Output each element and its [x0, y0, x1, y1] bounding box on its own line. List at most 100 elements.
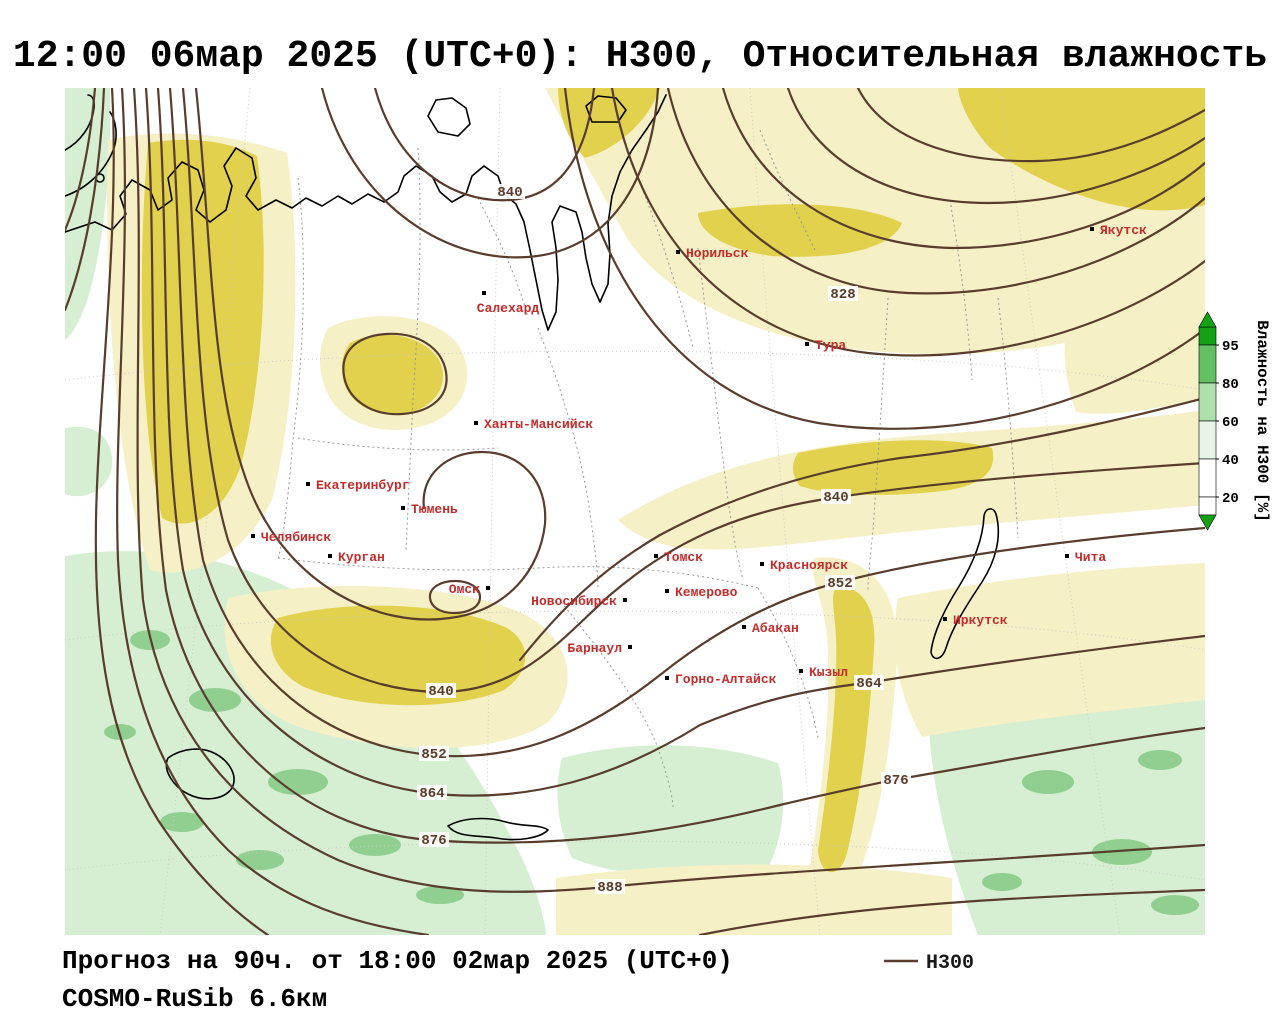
- humidity-speck-green: [1151, 895, 1199, 915]
- contour-label-chip: [825, 575, 855, 590]
- city-label: Кызыл: [809, 665, 848, 680]
- region-border: [405, 147, 421, 551]
- humidity-shading-bright-yellow: [141, 88, 1205, 873]
- contour-label-value: 864: [856, 676, 881, 692]
- city-dot: [1090, 227, 1094, 231]
- colorbar-tick-label: 95: [1222, 339, 1239, 355]
- humidity-speck-green: [189, 688, 241, 712]
- contour-label-chip: [417, 785, 447, 800]
- contour-label-value: 840: [428, 684, 453, 700]
- contour-label-chip: [495, 184, 525, 199]
- city-label: Барнаул: [567, 641, 622, 656]
- city-marker: Тюмень: [401, 502, 458, 517]
- city-dot: [943, 617, 947, 621]
- city-marker: Иркутск: [943, 613, 1008, 628]
- page-title: 12:00 06мар 2025 (UTC+0): H300, Относите…: [13, 35, 1267, 78]
- city-dot: [482, 291, 486, 295]
- humidity-shading-mid-green: [104, 455, 1199, 915]
- city-label: Тюмень: [411, 502, 458, 517]
- city-label: Курган: [338, 550, 385, 565]
- contour-label-chip: [821, 489, 851, 504]
- h300-contour-line: [94, 88, 270, 935]
- contour-label-chip: [595, 879, 625, 894]
- humidity-region-green: [928, 681, 1205, 935]
- contour-label-value: 888: [597, 880, 622, 896]
- colorbar-segment: [1198, 420, 1217, 460]
- h300-contour-line: [144, 88, 1205, 844]
- h300-contour-line: [610, 88, 1205, 357]
- humidity-speck-green: [982, 873, 1022, 891]
- humidity-speck-green: [236, 850, 284, 870]
- contour-label: 852: [825, 575, 855, 592]
- island-outline: [427, 97, 471, 137]
- colorbar-tick-label: 60: [1222, 415, 1239, 431]
- h300-contour-line: [563, 88, 1205, 430]
- city-marker: Тура: [805, 338, 846, 353]
- region-border: [997, 297, 1019, 539]
- colorbar-segment: [1198, 344, 1217, 384]
- map-area: 840 828 840 852 840 852 864 876 864 876 888 Нориль…: [65, 88, 1205, 935]
- city-marker: Норильск: [676, 246, 749, 261]
- city-label: Абакан: [752, 621, 799, 636]
- city-marker: Екатеринбург: [306, 478, 410, 493]
- h300-contour-line: [65, 88, 97, 232]
- city-marker: Кемерово: [665, 585, 738, 600]
- colorbar-title: Влажность на H300 [%]: [1253, 320, 1271, 522]
- city-dot: [1065, 554, 1069, 558]
- city-marker: Красноярск: [760, 558, 848, 573]
- contour-labels-layer: 840 828 840 852 840 852 864 876 864 876 888: [417, 184, 911, 896]
- contour-label-chip: [419, 746, 449, 761]
- h300-contour-line: [156, 88, 1205, 797]
- city-label: Челябинск: [261, 530, 331, 545]
- contour-label: 876: [881, 772, 911, 789]
- humidity-core-yellow: [342, 334, 443, 415]
- arctic-coastline: [65, 94, 667, 331]
- contour-label: 876: [419, 832, 449, 849]
- h300-contour-line: [132, 88, 1205, 893]
- city-dot: [665, 589, 669, 593]
- h300-contour-closed: [428, 579, 482, 615]
- humidity-speck-green: [1092, 839, 1152, 865]
- city-marker: Омск: [449, 582, 490, 597]
- city-dot: [486, 586, 490, 590]
- region-border: [277, 557, 759, 589]
- humidity-speck-green: [416, 886, 464, 904]
- h300-contour-line: [721, 88, 1205, 250]
- city-label: Кемерово: [675, 585, 738, 600]
- city-marker: Томск: [654, 550, 703, 565]
- footer: Прогноз на 90ч. от 18:00 02мар 2025 (UTC…: [62, 946, 974, 1014]
- city-label: Ханты-Мансийск: [484, 417, 593, 432]
- humidity-core-yellow: [793, 440, 994, 495]
- city-marker: Чита: [1065, 550, 1106, 565]
- city-dot: [328, 554, 332, 558]
- contour-label-chip: [881, 772, 911, 787]
- model-info-text: COSMO-RuSib 6.6км: [62, 984, 327, 1014]
- contour-label: 864: [417, 785, 447, 802]
- contour-label-chip: [419, 832, 449, 847]
- h300-contour-line: [181, 88, 1205, 694]
- city-label: Новосибирск: [531, 594, 617, 609]
- city-label: Омск: [449, 582, 480, 597]
- city-marker: Барнаул: [567, 641, 632, 656]
- humidity-core-yellow: [141, 139, 264, 524]
- city-label: Иркутск: [953, 613, 1008, 628]
- contour-label: 828: [828, 286, 858, 303]
- lake-baikal-outline: [930, 508, 1000, 660]
- region-border: [757, 587, 819, 739]
- contour-label: 840: [821, 489, 851, 506]
- city-dot: [623, 598, 627, 602]
- graticule-line: [159, 88, 251, 935]
- city-dot: [760, 562, 764, 566]
- humidity-core-yellow: [958, 88, 1205, 211]
- city-label: Салехард: [477, 301, 540, 316]
- humidity-speck-green: [1138, 750, 1182, 770]
- humidity-core-yellow: [818, 587, 875, 873]
- city-marker: Челябинск: [251, 530, 331, 545]
- contour-label-value: 852: [421, 747, 446, 763]
- humidity-core-yellow: [270, 605, 526, 706]
- contour-label: 852: [419, 746, 449, 763]
- h300-contour-line: [786, 88, 1205, 205]
- humidity-region-green: [65, 426, 113, 497]
- contour-label-value: 840: [823, 490, 848, 506]
- city-label: Чита: [1075, 550, 1106, 565]
